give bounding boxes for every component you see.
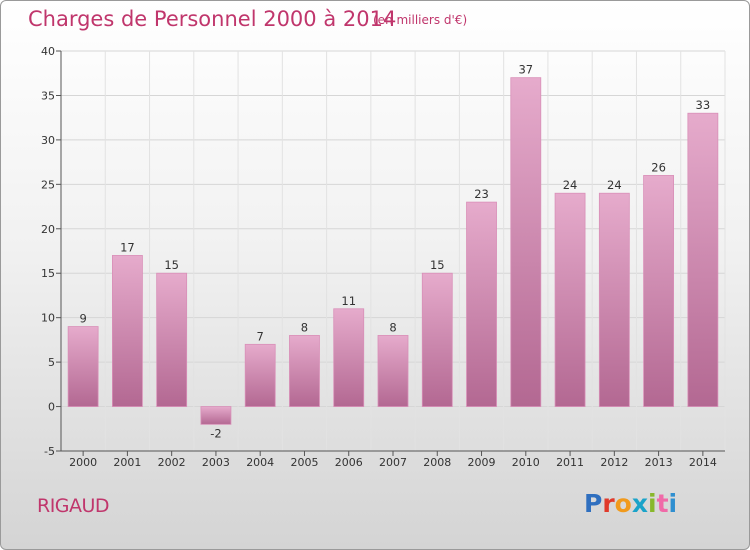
data-label-2012: 24 — [607, 178, 622, 192]
bar-2013 — [643, 175, 674, 407]
y-tick-label: 20 — [41, 223, 55, 236]
bar-2006 — [333, 308, 365, 407]
logo-letter: t — [656, 489, 669, 518]
y-tick-label: 10 — [41, 312, 55, 325]
proxiti-logo[interactable]: Proxiti — [584, 489, 677, 518]
data-label-2013: 26 — [651, 160, 666, 174]
x-tick-label-2004: 2004 — [246, 456, 274, 469]
data-label-2007: 8 — [389, 320, 396, 334]
x-tick-label-2010: 2010 — [512, 456, 540, 469]
logo-letter: i — [648, 489, 657, 518]
data-label-2004: 7 — [257, 329, 264, 343]
x-tick-label-2000: 2000 — [69, 456, 97, 469]
x-tick-label-2001: 2001 — [113, 456, 141, 469]
x-tick-label-2012: 2012 — [600, 456, 628, 469]
data-label-2005: 8 — [301, 320, 308, 334]
bar-2010 — [510, 77, 542, 407]
x-tick-label-2011: 2011 — [556, 456, 584, 469]
y-tick-label: -5 — [44, 445, 55, 458]
bar-2009 — [466, 201, 497, 407]
logo-letter: x — [631, 489, 648, 518]
x-tick-label-2009: 2009 — [468, 456, 496, 469]
y-tick-label: 40 — [41, 45, 55, 58]
bar-2008 — [421, 272, 453, 407]
bar-2001 — [112, 255, 143, 407]
chart-title: Charges de Personnel 2000 à 2014 — [28, 7, 397, 31]
x-tick-label-2006: 2006 — [335, 456, 363, 469]
bar-2002 — [156, 272, 188, 407]
logo-letter: i — [668, 489, 678, 518]
bar-2012 — [598, 192, 630, 407]
data-label-2002: 15 — [164, 258, 179, 272]
axes — [56, 50, 725, 456]
bar-2005 — [289, 335, 320, 407]
place-name: RIGAUD — [37, 495, 110, 517]
bar-2004 — [244, 343, 276, 407]
logo-letter: o — [614, 489, 632, 518]
data-label-2001: 17 — [120, 240, 135, 254]
data-label-2014: 33 — [696, 98, 711, 112]
y-tick-label: 5 — [48, 356, 55, 369]
data-label-2009: 23 — [474, 187, 489, 201]
y-tick-label: 0 — [48, 401, 55, 414]
x-tick-label-2007: 2007 — [379, 456, 407, 469]
bar-2014 — [687, 112, 719, 407]
x-tick-label-2002: 2002 — [158, 456, 186, 469]
data-label-2008: 15 — [430, 258, 445, 272]
x-tick-label-2014: 2014 — [689, 456, 717, 469]
x-tick-label-2013: 2013 — [645, 456, 673, 469]
y-tick-label: 35 — [41, 89, 55, 102]
data-label-2010: 37 — [518, 63, 533, 77]
data-label-2011: 24 — [563, 178, 578, 192]
logo-letter: r — [602, 489, 615, 518]
data-label-2006: 11 — [341, 294, 356, 308]
bars — [67, 77, 719, 425]
labels: -5 0 5 10 15 20 25 30 35 40 9 2000 17 2001 15 2002 -2 200… — [41, 45, 717, 469]
bar-2011 — [554, 192, 586, 407]
x-tick-label-2003: 2003 — [202, 456, 230, 469]
bar-2003 — [200, 406, 232, 425]
data-label-2003: -2 — [210, 426, 221, 440]
x-tick-label-2008: 2008 — [423, 456, 451, 469]
bar-2007 — [377, 335, 409, 407]
x-tick-label-2005: 2005 — [290, 456, 318, 469]
bar-2000 — [67, 326, 99, 407]
bar-chart: -5 0 5 10 15 20 25 30 35 40 9 2000 17 2001 15 2002 -2 200… — [41, 45, 726, 469]
y-tick-label: 30 — [41, 134, 55, 147]
y-tick-label: 15 — [41, 267, 55, 280]
y-tick-label: 25 — [41, 178, 55, 191]
logo-letter: P — [584, 489, 603, 518]
data-label-2000: 9 — [79, 312, 86, 326]
chart-subtitle: (en milliers d'€) — [373, 13, 468, 27]
